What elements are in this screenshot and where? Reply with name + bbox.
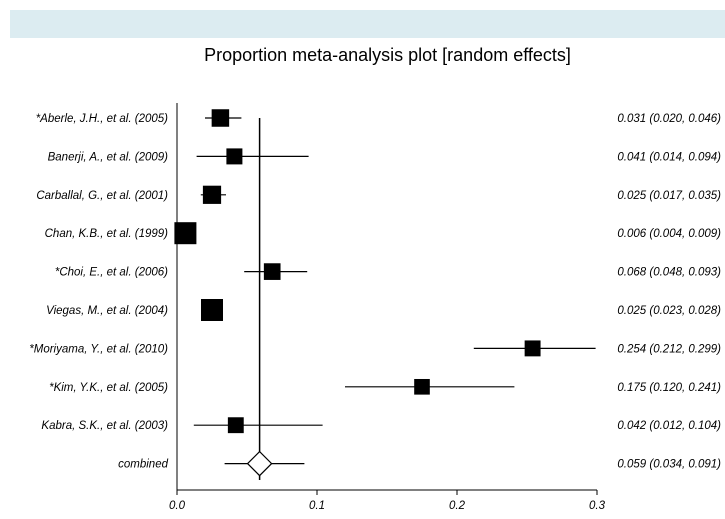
point-estimate-square <box>524 340 541 357</box>
study-row: *Aberle, J.H., et al. (2005) 0.031 (0.020… <box>36 109 721 127</box>
x-tick-label: 0.2 <box>449 500 466 512</box>
point-estimate-square <box>263 263 281 280</box>
study-label: *Aberle, J.H., et al. (2005) <box>36 113 168 125</box>
x-ticks: 0.0 0.1 0.2 0.3 <box>169 490 606 512</box>
chart-title: Proportion meta-analysis plot [random ef… <box>204 45 571 65</box>
point-estimate-square <box>226 148 243 165</box>
x-tick-label: 0.1 <box>309 500 325 512</box>
combined-diamond <box>246 450 273 477</box>
estimate-ci-text: 0.175 (0.120, 0.241) <box>617 382 721 394</box>
study-label: *Choi, E., et al. (2006) <box>55 267 168 279</box>
study-row: Carballal, G., et al. (2001) 0.025 (0.017… <box>36 185 721 204</box>
study-row: *Choi, E., et al. (2006) 0.068 (0.048, 0.… <box>55 263 721 280</box>
study-row: Kabra, S.K., et al. (2003) 0.042 (0.012, … <box>41 417 721 434</box>
point-estimate-square <box>202 185 222 204</box>
estimate-ci-text: 0.025 (0.023, 0.028) <box>617 305 721 317</box>
point-estimate-square <box>414 378 430 395</box>
study-row: *Moriyama, Y., et al. (2010) 0.254 (0.212… <box>29 340 721 357</box>
study-row: Banerji, A., et al. (2009) 0.041 (0.014, … <box>48 148 721 165</box>
estimate-ci-text: 0.041 (0.014, 0.094) <box>617 151 721 163</box>
study-label: Carballal, G., et al. (2001) <box>36 190 168 202</box>
study-label: *Kim, Y.K., et al. (2005) <box>49 382 168 394</box>
study-label: Kabra, S.K., et al. (2003) <box>41 420 168 432</box>
combined-label: combined <box>118 459 168 471</box>
estimate-ci-text: 0.006 (0.004, 0.009) <box>617 228 721 240</box>
estimate-ci-text: 0.025 (0.017, 0.035) <box>617 190 721 202</box>
combined-ci-text: 0.059 (0.034, 0.091) <box>617 459 721 471</box>
combined-row: combined 0.059 (0.034, 0.091) <box>118 450 721 477</box>
x-tick-label: 0.0 <box>169 500 186 512</box>
study-row: *Kim, Y.K., et al. (2005) 0.175 (0.120, 0… <box>49 378 721 395</box>
study-label: Banerji, A., et al. (2009) <box>48 151 169 163</box>
x-tick-label: 0.3 <box>589 500 606 512</box>
study-row: Chan, K.B., et al. (1999) 0.006 (0.004, 0… <box>45 222 721 245</box>
estimate-ci-text: 0.068 (0.048, 0.093) <box>617 267 721 279</box>
study-label: Viegas, M., et al. (2004) <box>46 305 168 317</box>
estimate-ci-text: 0.254 (0.212, 0.299) <box>617 343 721 355</box>
estimate-ci-text: 0.031 (0.020, 0.046) <box>617 113 721 125</box>
study-label: *Moriyama, Y., et al. (2010) <box>29 343 168 355</box>
point-estimate-square <box>201 299 223 321</box>
point-estimate-square <box>174 222 197 245</box>
point-estimate-square <box>211 109 230 127</box>
header-band <box>10 10 725 38</box>
study-rows: *Aberle, J.H., et al. (2005) 0.031 (0.020… <box>29 109 721 434</box>
study-row: Viegas, M., et al. (2004) 0.025 (0.023, 0… <box>46 299 721 321</box>
estimate-ci-text: 0.042 (0.012, 0.104) <box>617 420 721 432</box>
study-label: Chan, K.B., et al. (1999) <box>45 228 169 240</box>
point-estimate-square <box>227 417 244 434</box>
